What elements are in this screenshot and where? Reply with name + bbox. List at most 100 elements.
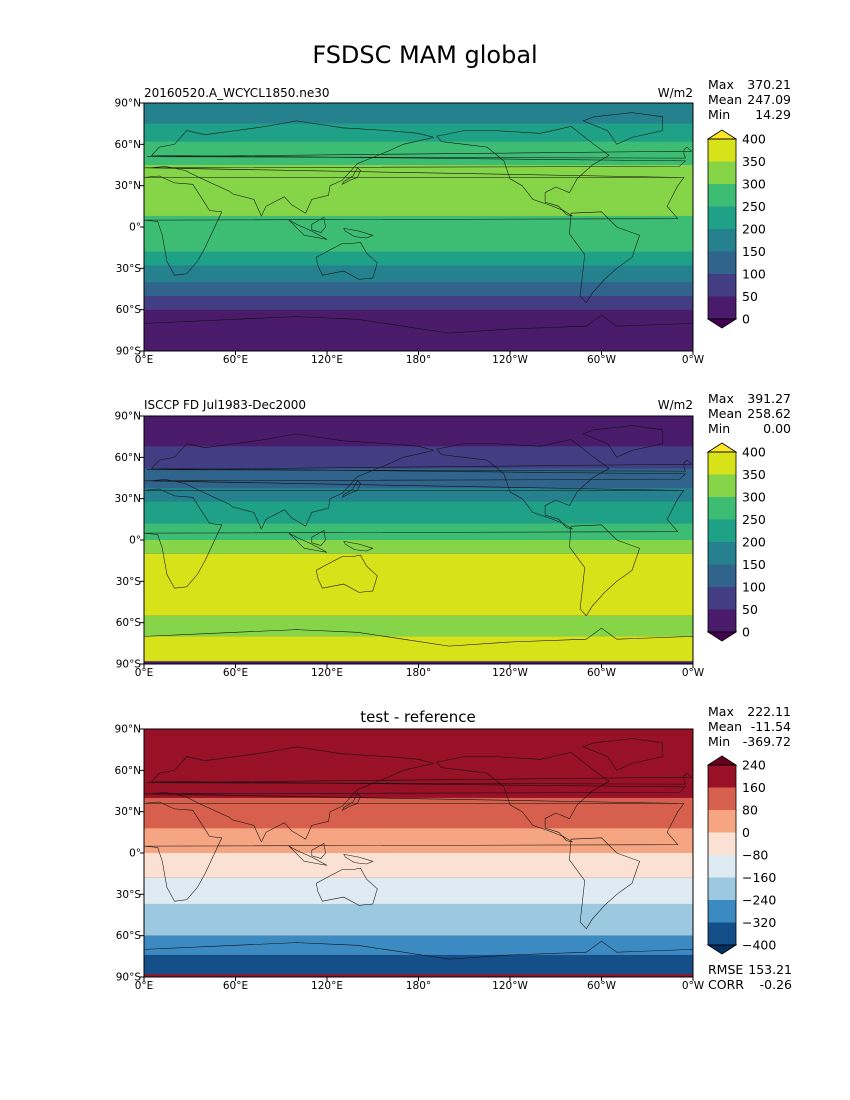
colorbar-segment [708, 184, 736, 207]
x-tick-label: 60°W [587, 354, 617, 366]
panel-difference: test - reference Max 222.11 Mean -11.54 … [115, 704, 793, 992]
colorbar-tick-label: 200 [742, 535, 766, 550]
colorbar-tick-label: 250 [742, 512, 766, 527]
x-tick-label: 60°E [223, 667, 248, 679]
colorbar-segment [708, 542, 736, 565]
panel-reference-stats: Max 391.27 Mean 258.62 Min 0.00 [708, 391, 791, 436]
y-tick-label: 30°N [115, 180, 141, 192]
coastlines [144, 738, 693, 977]
coastline [343, 541, 374, 552]
x-tick-label: 180° [406, 667, 431, 679]
coastline [582, 425, 663, 458]
stat-mean-label: Mean [708, 406, 742, 421]
coastline [147, 146, 693, 159]
colorbar-tick-label: 150 [742, 557, 766, 572]
colorbar-tick-label: 300 [742, 177, 766, 192]
stat-min-label: Min [708, 107, 730, 122]
stat-mean-value: -11.54 [751, 719, 791, 734]
x-tick-label: 0°E [135, 354, 154, 366]
y-tick-label: 90°S [116, 346, 142, 358]
y-tick-label: 60°S [116, 930, 142, 942]
colorbar-segment [708, 206, 736, 229]
coastline [436, 439, 610, 530]
coastline [315, 554, 378, 593]
x-tick-label: 120°W [492, 667, 528, 679]
y-tick-label: 60°N [115, 765, 141, 777]
colorbar-tick-label: 350 [742, 467, 766, 482]
stat-mean-label: Mean [708, 92, 742, 107]
contour-band [144, 446, 693, 469]
colorbar-frame [707, 764, 737, 946]
stat-min-label: Min [708, 421, 730, 436]
colorbar-extend-max [706, 129, 738, 140]
contour-band [144, 954, 693, 975]
contour-band [144, 165, 693, 216]
y-tick-label: 90°N [115, 411, 141, 423]
colorbar-tick-label: 240 [742, 758, 766, 773]
colorbar-segment [708, 274, 736, 297]
colorbar-segment [708, 832, 736, 855]
x-tick-label: 120°E [311, 980, 343, 992]
metric-corr-value: -0.26 [760, 977, 792, 992]
colorbar-tick-label: 100 [742, 267, 766, 282]
colorbar-segment [708, 609, 736, 632]
coastline [288, 845, 328, 866]
panel-reference-subtitle: ISCCP FD Jul1983-Dec2000 [144, 398, 306, 412]
colorbar-segment [708, 877, 736, 900]
x-tick-label: 120°E [311, 667, 343, 679]
colorbar-segment [708, 810, 736, 833]
metric-rmse-value: 153.21 [748, 962, 792, 977]
panel-difference-stats: Max 222.11 Mean -11.54 Min -369.72 [708, 704, 791, 749]
contour-band [144, 468, 693, 488]
coastlines [144, 425, 693, 664]
y-tick-label: 90°S [116, 972, 142, 984]
coastline [436, 126, 610, 217]
colorbar-segment [708, 474, 736, 497]
stat-max-value: 370.21 [747, 77, 791, 92]
y-tick-label: 90°N [115, 724, 141, 736]
colorbar-segment [708, 900, 736, 923]
coastline [144, 627, 693, 664]
contour-band [144, 309, 693, 351]
colorbar-tick-label: −160 [742, 870, 776, 885]
colorbar-tick-label: 160 [742, 780, 766, 795]
coastline [341, 793, 361, 811]
colorbar-tick-label: 0 [742, 825, 750, 840]
colorbar-extend-max [706, 755, 738, 766]
coastline [144, 314, 693, 351]
panel-test: 20160520.A_WCYCL1850.ne30 W/m2 Max 370.2… [115, 77, 792, 366]
contour-band [144, 123, 693, 142]
colorbar-segment [708, 296, 736, 319]
stat-max-label: Max [708, 704, 734, 719]
panel-test-subtitle: 20160520.A_WCYCL1850.ne30 [144, 86, 329, 100]
colorbar-tick-label: 300 [742, 490, 766, 505]
metric-corr-label: CORR [708, 977, 744, 992]
contour-band [144, 282, 693, 296]
y-tick-label: 90°S [116, 659, 142, 671]
y-tick-label: 0° [129, 848, 141, 860]
stat-mean-label: Mean [708, 719, 742, 734]
contour-band [144, 615, 693, 637]
colorbar-extend-min [706, 631, 738, 642]
panel-reference-units: W/m2 [658, 398, 693, 412]
x-tick-label: 0°E [135, 980, 154, 992]
stat-min-value: -369.72 [743, 734, 791, 749]
x-tick-label: 0°W [682, 667, 705, 679]
contour-band [144, 731, 693, 798]
panel-test-colorbar: 0 50 100 150 200 250 300 350 400 [706, 129, 766, 329]
colorbar-frame [707, 451, 737, 633]
colorbar-tick-label: −320 [742, 915, 776, 930]
colorbar-tick-label: −80 [742, 848, 768, 863]
contour-band [144, 797, 693, 829]
colorbar-segment [708, 229, 736, 252]
coastline [311, 216, 326, 233]
contour-band [144, 295, 693, 310]
coastline [341, 167, 361, 185]
contour-band [144, 265, 693, 283]
contour-band [144, 501, 693, 524]
colorbar-frame [707, 138, 737, 320]
colorbar-segment [708, 452, 736, 475]
coastline [147, 772, 693, 785]
colorbar-tick-label: 0 [742, 625, 750, 640]
colorbar-segment [708, 497, 736, 520]
